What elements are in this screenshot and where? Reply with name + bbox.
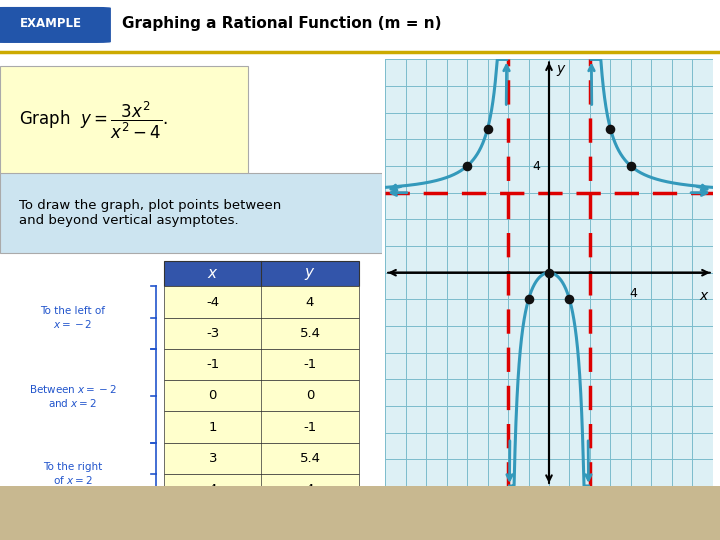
Text: $y$: $y$ [556, 63, 567, 78]
Text: 3: 3 [209, 452, 217, 465]
Text: 0: 0 [209, 389, 217, 402]
Point [605, 124, 616, 133]
Point [544, 268, 555, 277]
Point [482, 124, 493, 133]
Text: EXAMPLE: EXAMPLE [19, 17, 81, 30]
Text: -1: -1 [303, 421, 317, 434]
Text: To the right
of $x = 2$: To the right of $x = 2$ [43, 462, 102, 486]
Text: $x$: $x$ [207, 266, 218, 281]
FancyBboxPatch shape [164, 380, 359, 411]
Point [523, 295, 534, 303]
FancyBboxPatch shape [0, 173, 382, 253]
FancyBboxPatch shape [0, 6, 112, 44]
Text: -1: -1 [206, 358, 220, 371]
FancyBboxPatch shape [164, 443, 359, 474]
FancyBboxPatch shape [0, 65, 248, 176]
Text: -1: -1 [303, 358, 317, 371]
Text: To draw the graph, plot points between
and beyond vertical asymptotes.: To draw the graph, plot points between a… [19, 199, 282, 227]
Point [462, 161, 473, 170]
Text: Graphing General Rational Functions: Graphing General Rational Functions [90, 505, 406, 521]
Text: -3: -3 [206, 327, 220, 340]
Text: To the left of
$x = -2$: To the left of $x = -2$ [40, 306, 105, 330]
Text: Graphing a Rational Function (m = n): Graphing a Rational Function (m = n) [122, 16, 442, 31]
Text: 1: 1 [209, 421, 217, 434]
FancyBboxPatch shape [164, 261, 359, 286]
Text: 9.3: 9.3 [24, 504, 56, 522]
FancyBboxPatch shape [164, 411, 359, 443]
Point [625, 161, 636, 170]
Text: 5.4: 5.4 [300, 452, 320, 465]
FancyBboxPatch shape [164, 349, 359, 380]
FancyBboxPatch shape [164, 318, 359, 349]
Text: Between $x = -2$
and $x = 2$: Between $x = -2$ and $x = 2$ [29, 383, 117, 409]
FancyBboxPatch shape [0, 493, 86, 533]
Text: 4: 4 [532, 159, 540, 173]
Text: -4: -4 [206, 295, 220, 308]
Text: 4: 4 [209, 483, 217, 496]
Text: $y$: $y$ [305, 266, 316, 282]
Text: 5.4: 5.4 [300, 327, 320, 340]
Text: $x$: $x$ [699, 289, 710, 303]
Text: 0: 0 [306, 389, 314, 402]
FancyBboxPatch shape [164, 286, 359, 318]
FancyBboxPatch shape [164, 474, 359, 505]
Text: 4: 4 [306, 295, 314, 308]
Text: Graph  $y = \dfrac{3x^2}{x^2 - 4}.$: Graph $y = \dfrac{3x^2}{x^2 - 4}.$ [19, 100, 168, 141]
Text: 4: 4 [306, 483, 314, 496]
Point [564, 295, 575, 303]
Text: 4: 4 [629, 287, 637, 300]
